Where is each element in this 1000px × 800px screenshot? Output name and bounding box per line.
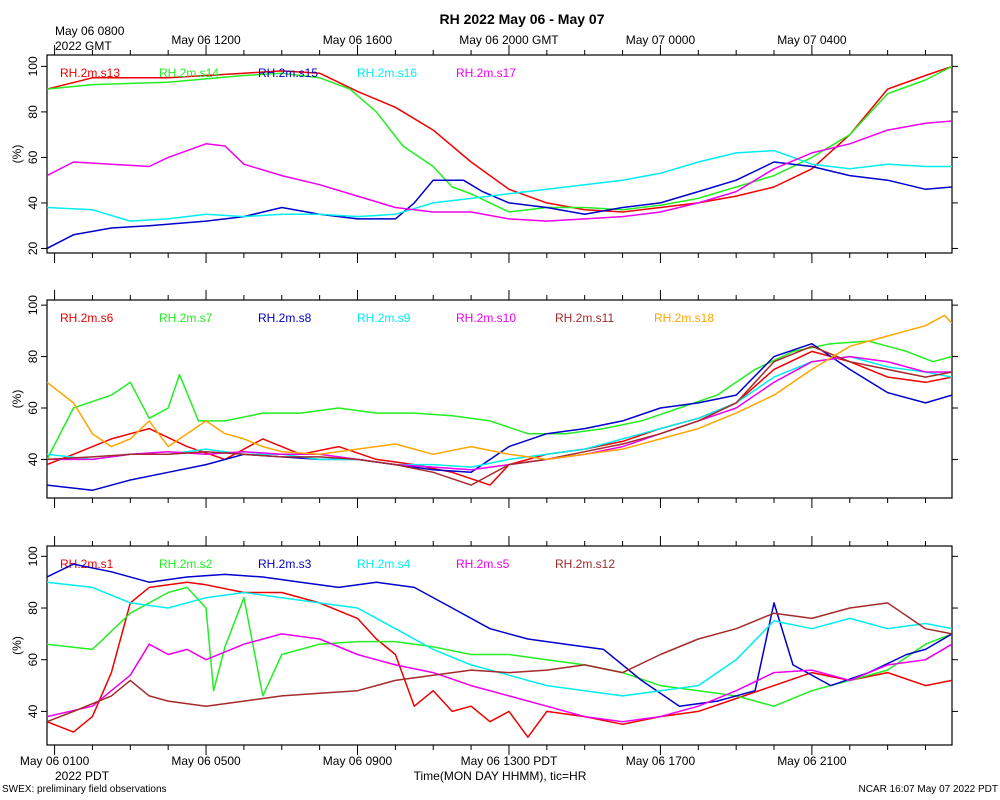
top-axis-label: May 07 0400 <box>777 33 847 47</box>
top-axis-first-label-line1: May 06 0800 <box>55 24 125 38</box>
y-tick-label: 100 <box>26 56 40 76</box>
legend-entry-RH-2m-s14: RH.2m.s14 <box>159 66 219 80</box>
bottom-axis-label: May 06 0500 <box>171 754 241 768</box>
top-axis-label: May 06 2000 GMT <box>459 33 559 47</box>
series-line-RH-2m-s6 <box>47 350 952 486</box>
y-tick-label: 60 <box>26 150 40 164</box>
series-line-RH-2m-s2 <box>47 586 952 707</box>
plot-frame <box>46 545 953 746</box>
series-line-RH-2m-s3 <box>47 563 952 707</box>
legend-entry-RH-2m-s4: RH.2m.s4 <box>357 557 411 571</box>
series-line-RH-2m-s14 <box>47 65 952 213</box>
panel-bottom: 40 60 80 100 (%) RH.2m.s1 RH.2m.s2 RH.2m.s3 RH.2… <box>10 536 958 755</box>
legend-entry-RH-2m-s6: RH.2m.s6 <box>60 311 114 325</box>
series-line-RH-2m-s4 <box>47 581 952 697</box>
series-line-RH-2m-s16 <box>47 149 952 222</box>
legend-entry-RH-2m-s10: RH.2m.s10 <box>456 311 516 325</box>
series-line-RH-2m-s1 <box>47 581 952 738</box>
x-axis-title: Time(MON DAY HHMM), tic=HR <box>414 769 587 783</box>
y-axis-label: (%) <box>10 145 24 164</box>
top-axis-label: May 07 0000 <box>626 33 696 47</box>
y-tick-label: 40 <box>26 196 40 210</box>
series-line-RH-2m-s7 <box>47 340 952 460</box>
bottom-axis-labels: May 06 0100 May 06 0500 May 06 0900 May 06 … <box>20 754 847 768</box>
legend-entry-RH-2m-s17: RH.2m.s17 <box>456 66 516 80</box>
y-axis-label: (%) <box>10 390 24 409</box>
panel-top: 20 40 60 80 100 (%) RH.2m.s13 RH.2m.s14 RH.2m.s1… <box>10 45 958 263</box>
bottom-axis-label: May 06 2100 <box>777 754 847 768</box>
footer-right-note: NCAR 16:07 May 07 2022 PDT <box>858 784 998 795</box>
legend-entry-RH-2m-s1: RH.2m.s1 <box>60 557 114 571</box>
legend-entry-RH-2m-s3: RH.2m.s3 <box>258 557 312 571</box>
footer-left-note: SWEX: preliminary field observations <box>2 784 167 795</box>
top-axis-first-label-line2: 2022 GMT <box>55 39 112 53</box>
legend-entry-RH-2m-s7: RH.2m.s7 <box>159 311 213 325</box>
top-axis-label: May 06 1600 <box>323 33 393 47</box>
legend-entry-RH-2m-s16: RH.2m.s16 <box>357 66 417 80</box>
panel-middle: 40 60 80 100 (%) RH.2m.s6 RH.2m.s7 RH.2m.s8 RH.2… <box>10 290 958 508</box>
y-tick-label: 20 <box>26 241 40 255</box>
legend-entry-RH-2m-s2: RH.2m.s2 <box>159 557 213 571</box>
y-tick-label: 80 <box>26 105 40 119</box>
legend-entry-RH-2m-s9: RH.2m.s9 <box>357 311 411 325</box>
plot-frame <box>46 54 953 254</box>
y-tick-label: 80 <box>26 601 40 615</box>
series-line-RH-2m-s18 <box>47 314 952 461</box>
legend-entry-RH-2m-s18: RH.2m.s18 <box>654 311 714 325</box>
plot-frame <box>46 299 953 499</box>
y-tick-label: 60 <box>26 653 40 667</box>
legend-entry-RH-2m-s15: RH.2m.s15 <box>258 66 318 80</box>
legend-entry-RH-2m-s13: RH.2m.s13 <box>60 66 120 80</box>
y-tick-label: 100 <box>26 295 40 315</box>
series-line-RH-2m-s13 <box>47 65 952 213</box>
bottom-axis-label: May 06 0900 <box>323 754 393 768</box>
y-tick-label: 40 <box>26 704 40 718</box>
series-line-RH-2m-s11 <box>47 345 952 486</box>
series-line-RH-2m-s12 <box>47 602 952 723</box>
series-line-RH-2m-s8 <box>47 342 952 492</box>
y-tick-label: 80 <box>26 350 40 364</box>
legend-entry-RH-2m-s5: RH.2m.s5 <box>456 557 510 571</box>
y-tick-label: 40 <box>26 452 40 466</box>
legend-entry-RH-2m-s8: RH.2m.s8 <box>258 311 312 325</box>
series-line-RH-2m-s9 <box>47 355 952 468</box>
y-tick-label: 60 <box>26 401 40 415</box>
bottom-axis-label: May 06 0100 <box>20 754 90 768</box>
bottom-axis-label: May 06 1700 <box>626 754 696 768</box>
top-axis-labels: May 06 1200 May 06 1600 May 06 2000 GMT May… <box>171 33 847 47</box>
bottom-axis-label: May 06 1300 PDT <box>461 754 558 768</box>
bottom-axis-year-label: 2022 PDT <box>55 769 110 783</box>
legend-entry-RH-2m-s12: RH.2m.s12 <box>555 557 615 571</box>
y-axis-label: (%) <box>10 636 24 655</box>
top-axis-label: May 06 1200 <box>171 33 241 47</box>
y-tick-label: 100 <box>26 546 40 566</box>
legend-entry-RH-2m-s11: RH.2m.s11 <box>555 311 614 325</box>
series-line-RH-2m-s5 <box>47 633 952 723</box>
series-line-RH-2m-s17 <box>47 120 952 222</box>
chart-title: RH 2022 May 06 - May 07 <box>440 11 605 27</box>
series-line-RH-2m-s15 <box>47 161 952 250</box>
